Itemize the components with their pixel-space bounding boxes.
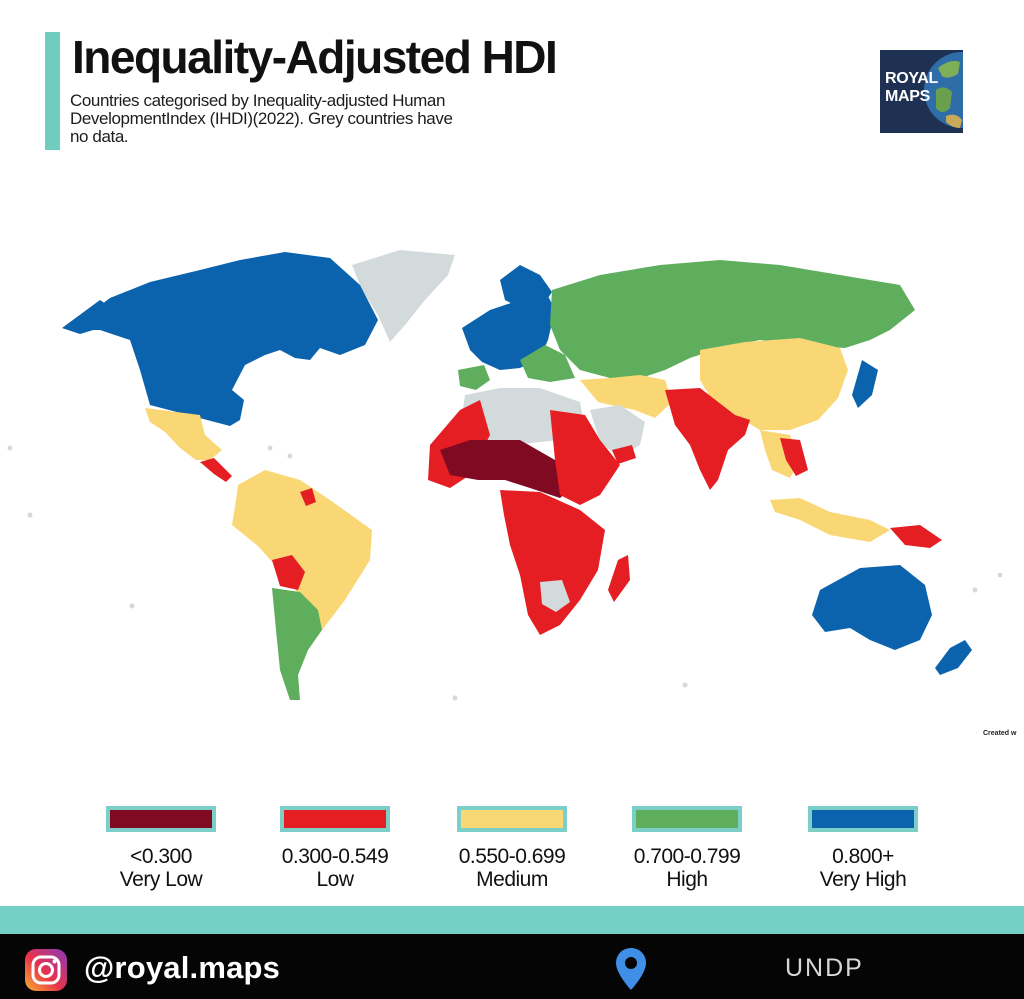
legend-swatch bbox=[106, 806, 216, 832]
region-australia bbox=[812, 565, 932, 650]
legend-range: 0.550-0.699 bbox=[458, 845, 566, 868]
legend-label: High bbox=[666, 868, 708, 891]
instagram-handle[interactable]: @royal.maps bbox=[84, 950, 281, 985]
region-madagascar bbox=[608, 555, 630, 602]
footer-bar: @royal.maps UNDP bbox=[0, 934, 1024, 999]
legend-swatch bbox=[808, 806, 918, 832]
region-middle-east bbox=[580, 375, 672, 418]
globe-icon bbox=[924, 52, 963, 128]
region-south-america-medium bbox=[232, 470, 372, 630]
region-scandinavia bbox=[500, 265, 552, 310]
legend-range: 0.700-0.799 bbox=[633, 845, 741, 868]
island-dot bbox=[452, 695, 458, 701]
page-subtitle: Countries categorised by Inequality-adju… bbox=[70, 91, 453, 146]
legend-range: 0.300-0.549 bbox=[281, 845, 389, 868]
legend: <0.300 Very Low 0.300-0.549 Low 0.550-0.… bbox=[0, 806, 1024, 901]
region-iberia bbox=[458, 365, 490, 390]
legend-swatch bbox=[632, 806, 742, 832]
region-mexico bbox=[145, 408, 222, 460]
legend-item-very-low: <0.300 Very Low bbox=[86, 806, 236, 892]
region-guyana bbox=[300, 488, 316, 506]
data-source: UNDP bbox=[785, 954, 864, 982]
region-china bbox=[700, 338, 848, 430]
island-dot bbox=[682, 682, 688, 688]
legend-label: Medium bbox=[476, 868, 548, 891]
legend-label: Very High bbox=[819, 868, 907, 891]
legend-item-high: 0.700-0.799 High bbox=[612, 806, 762, 892]
region-yemen bbox=[612, 445, 636, 464]
region-central-southern-africa bbox=[500, 490, 605, 635]
region-europe-west bbox=[462, 290, 555, 370]
legend-item-very-high: 0.800+ Very High bbox=[788, 806, 938, 892]
island-dot bbox=[287, 453, 293, 459]
location-pin-icon bbox=[616, 948, 646, 990]
instagram-icon[interactable] bbox=[24, 948, 68, 992]
region-alaska bbox=[62, 300, 115, 334]
island-dot bbox=[972, 587, 978, 593]
region-southern-cone bbox=[272, 588, 322, 700]
island-dot bbox=[7, 445, 13, 451]
region-south-asia bbox=[665, 388, 750, 490]
region-japan bbox=[852, 360, 878, 408]
title-accent-bar bbox=[45, 32, 60, 150]
region-southern-africa-grey bbox=[540, 580, 570, 612]
legend-item-low: 0.300-0.549 Low bbox=[260, 806, 410, 892]
region-sahel-very-low bbox=[440, 440, 575, 498]
region-eastern-europe bbox=[520, 345, 575, 382]
island-dot bbox=[997, 572, 1003, 578]
legend-item-medium: 0.550-0.699 Medium bbox=[437, 806, 587, 892]
region-russia bbox=[550, 260, 915, 380]
page-title: Inequality-Adjusted HDI bbox=[72, 31, 558, 83]
royal-maps-logo: ROYAL MAPS bbox=[880, 50, 963, 133]
island-dot bbox=[129, 603, 135, 609]
island-dot bbox=[27, 512, 33, 518]
region-greenland bbox=[352, 250, 455, 342]
region-new-zealand bbox=[935, 640, 972, 675]
legend-label: Very Low bbox=[119, 868, 203, 891]
logo-line-1: ROYAL bbox=[885, 70, 939, 87]
legend-label: Low bbox=[316, 868, 354, 891]
map-credit: Created w bbox=[983, 730, 1017, 737]
footer-accent-band bbox=[0, 906, 1024, 934]
logo-text: ROYAL MAPS bbox=[885, 70, 938, 106]
region-papua bbox=[890, 525, 942, 548]
legend-swatch bbox=[457, 806, 567, 832]
region-east-africa bbox=[550, 410, 620, 505]
world-map bbox=[7, 250, 1003, 701]
logo-line-2: MAPS bbox=[885, 88, 931, 105]
region-indonesia bbox=[770, 498, 890, 542]
region-bolivia bbox=[272, 555, 305, 590]
region-north-america-north bbox=[68, 252, 378, 426]
region-central-america bbox=[200, 458, 232, 482]
region-myanmar-laos bbox=[780, 438, 808, 476]
legend-range: <0.300 bbox=[130, 845, 192, 868]
legend-swatch bbox=[280, 806, 390, 832]
legend-range: 0.800+ bbox=[832, 845, 894, 868]
island-dot bbox=[267, 445, 273, 451]
